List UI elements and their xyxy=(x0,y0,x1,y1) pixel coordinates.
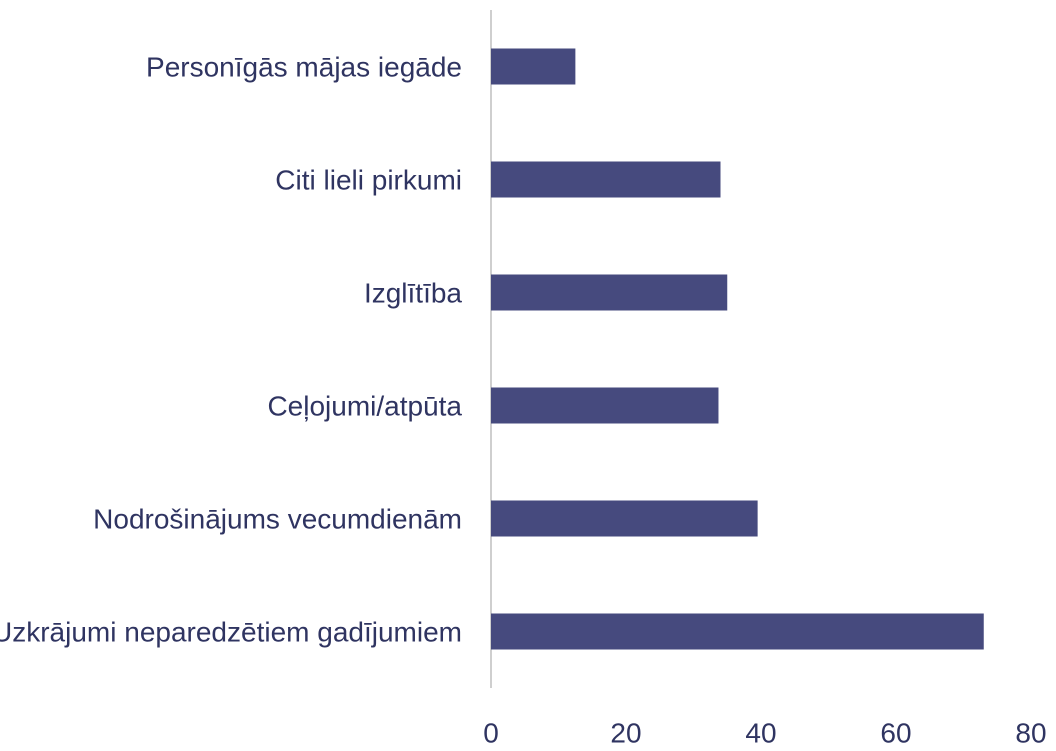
x-tick-label: 40 xyxy=(745,717,776,748)
x-tick-label: 20 xyxy=(610,717,641,748)
category-label: Personīgās mājas iegāde xyxy=(146,51,462,82)
category-label: Ceļojumi/atpūta xyxy=(267,390,462,421)
category-label: Izglītība xyxy=(363,277,462,308)
bar xyxy=(491,500,758,537)
category-label: Uzkrājumi neparedzētiem gadījumiem xyxy=(0,616,462,647)
bar xyxy=(491,48,576,85)
bar xyxy=(491,274,728,311)
x-tick-label: 80 xyxy=(1015,717,1046,748)
bar xyxy=(491,161,721,198)
category-label: Nodrošinājums vecumdienām xyxy=(93,503,462,534)
x-tick-label: 0 xyxy=(483,717,499,748)
bar xyxy=(491,613,984,650)
bar xyxy=(491,387,719,424)
category-label: Citi lieli pirkumi xyxy=(275,164,462,195)
x-tick-label: 60 xyxy=(880,717,911,748)
